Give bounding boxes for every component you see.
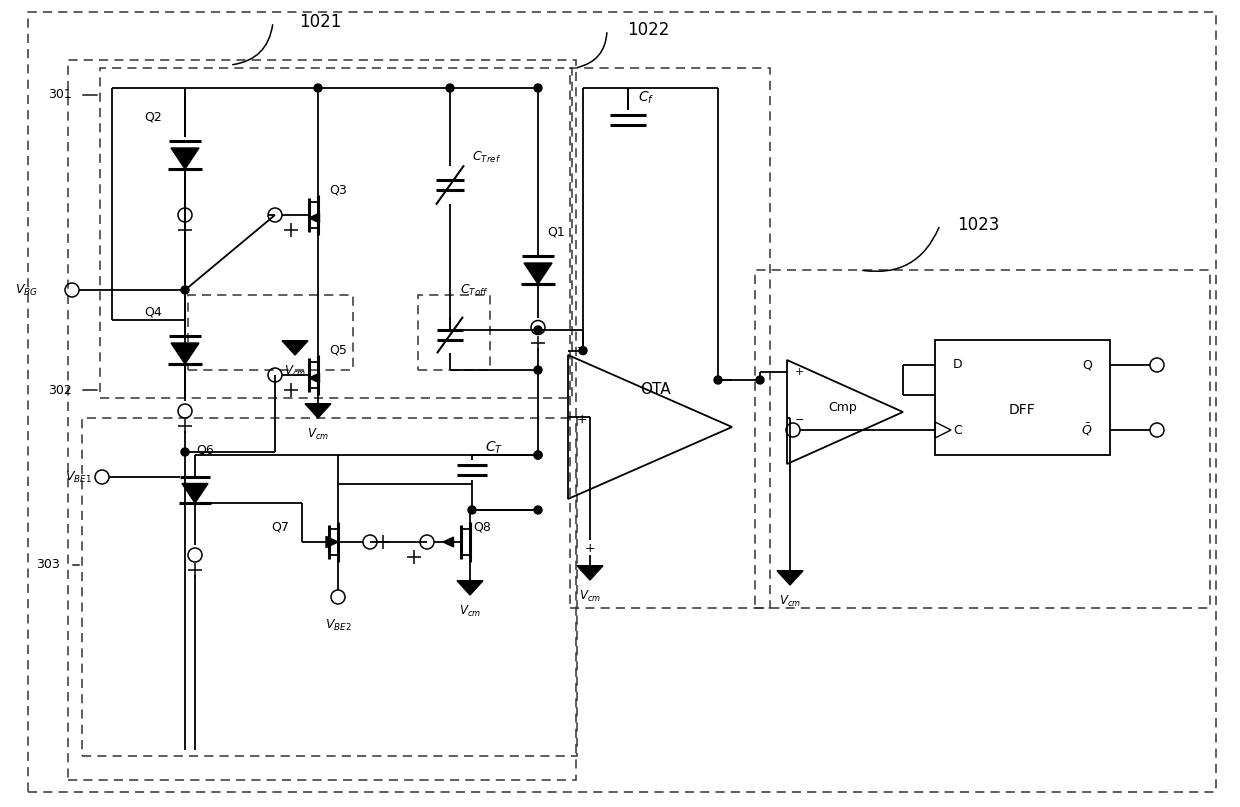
Circle shape (181, 448, 188, 456)
Text: $+$: $+$ (577, 413, 588, 426)
Text: 1023: 1023 (957, 216, 999, 234)
Circle shape (534, 326, 542, 334)
Circle shape (534, 366, 542, 374)
Polygon shape (525, 263, 552, 284)
FancyArrowPatch shape (578, 33, 606, 68)
Text: Q2: Q2 (144, 111, 162, 123)
Bar (418, 295, 490, 370)
Bar (755, 270, 1210, 608)
Text: D: D (954, 358, 962, 371)
Circle shape (756, 376, 764, 384)
Polygon shape (458, 581, 484, 595)
Text: Q6: Q6 (196, 444, 213, 457)
Text: $+$: $+$ (794, 366, 804, 377)
Polygon shape (326, 537, 339, 548)
Polygon shape (305, 404, 331, 418)
FancyArrowPatch shape (863, 228, 939, 271)
Polygon shape (309, 213, 320, 223)
Polygon shape (443, 537, 454, 547)
Text: $V_{cm}$: $V_{cm}$ (308, 426, 329, 441)
Text: $C_{Toff}$: $C_{Toff}$ (460, 282, 489, 298)
Text: $-$: $-$ (577, 341, 588, 354)
Text: Q7: Q7 (272, 521, 289, 533)
Text: DFF: DFF (1009, 403, 1035, 416)
Bar (100, 68, 572, 398)
Text: $\bar{Q}$: $\bar{Q}$ (1080, 422, 1092, 438)
Text: 301: 301 (48, 89, 72, 102)
Polygon shape (309, 373, 320, 383)
Text: Q3: Q3 (329, 183, 347, 196)
Circle shape (714, 376, 722, 384)
Circle shape (579, 346, 587, 354)
Text: $-$: $-$ (794, 413, 804, 424)
Circle shape (446, 84, 454, 92)
Text: Q1: Q1 (547, 225, 565, 239)
Text: 302: 302 (48, 383, 72, 396)
Text: Q5: Q5 (329, 344, 347, 357)
Circle shape (534, 506, 542, 514)
Circle shape (181, 286, 188, 294)
Polygon shape (171, 343, 198, 364)
Circle shape (467, 506, 476, 514)
Polygon shape (171, 148, 198, 169)
Polygon shape (777, 571, 804, 585)
Bar (570, 68, 770, 608)
Text: C: C (954, 424, 962, 437)
Text: $V_{BG}$: $V_{BG}$ (15, 282, 38, 298)
Text: $V_{cm}$: $V_{cm}$ (579, 588, 601, 604)
Text: $V_{BE2}$: $V_{BE2}$ (325, 617, 351, 633)
Polygon shape (182, 483, 208, 503)
Text: OTA: OTA (640, 383, 671, 398)
Polygon shape (281, 341, 308, 355)
Circle shape (534, 451, 542, 459)
Circle shape (534, 84, 542, 92)
Bar (68, 60, 577, 780)
FancyArrowPatch shape (233, 25, 273, 65)
Text: $C_f$: $C_f$ (639, 90, 655, 107)
Text: $V_{cm}$: $V_{cm}$ (459, 604, 481, 618)
Text: $V_{cm}$: $V_{cm}$ (284, 363, 306, 378)
Circle shape (534, 451, 542, 459)
Text: $C_{Tref}$: $C_{Tref}$ (472, 149, 501, 165)
Circle shape (314, 84, 322, 92)
Text: $C_T$: $C_T$ (485, 440, 503, 456)
Text: Cmp: Cmp (828, 400, 857, 413)
Text: Q4: Q4 (144, 306, 162, 319)
Text: Q8: Q8 (474, 521, 491, 533)
Text: 303: 303 (36, 558, 60, 571)
Text: $V_{BE1}$: $V_{BE1}$ (66, 470, 92, 484)
Bar (82, 418, 577, 756)
Bar (935, 340, 1110, 455)
Text: $V_{cm}$: $V_{cm}$ (779, 593, 801, 608)
Text: 1021: 1021 (299, 13, 341, 31)
Text: 1022: 1022 (626, 21, 670, 39)
Text: Q: Q (1083, 358, 1092, 371)
Bar (188, 295, 353, 370)
Polygon shape (577, 566, 603, 580)
Text: $+$: $+$ (584, 541, 595, 554)
